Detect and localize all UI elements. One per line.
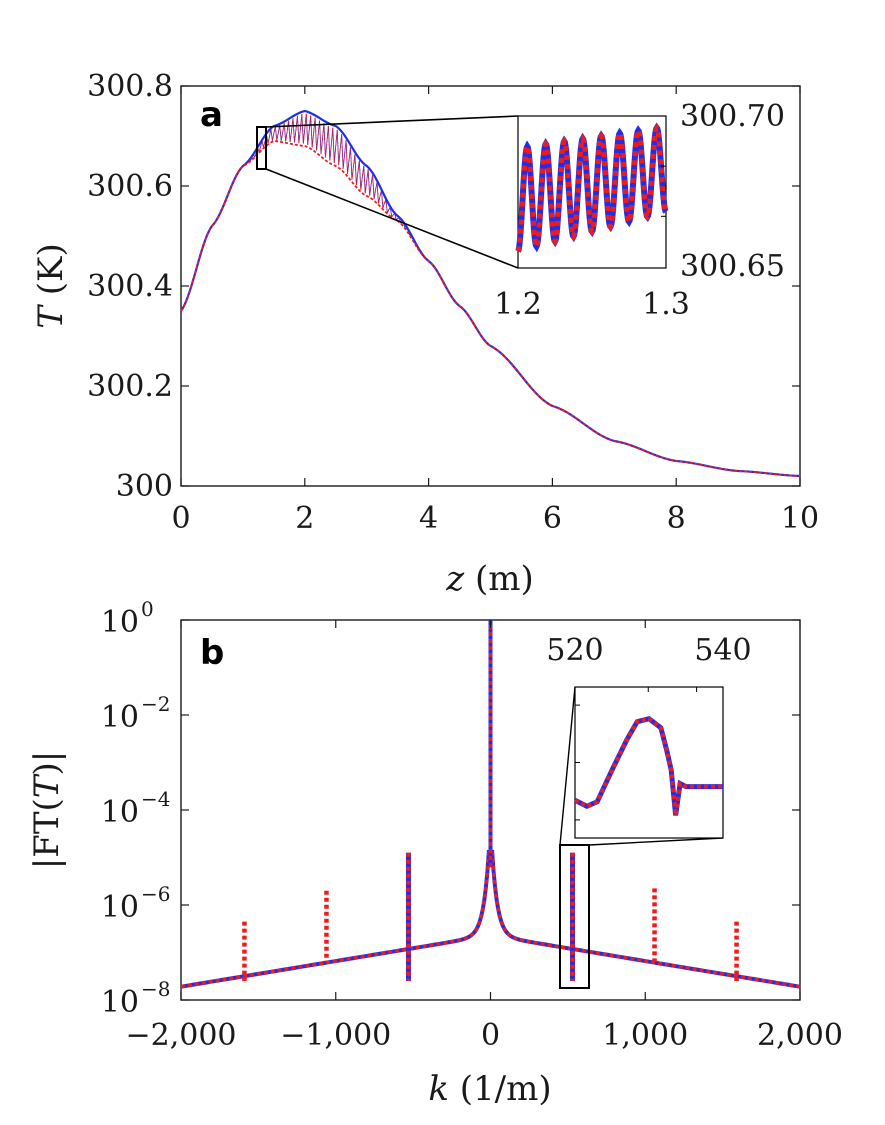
panel-a-inset-plot (515, 122, 669, 253)
panel-a-zoom-line-bottom (265, 168, 519, 269)
panel-b-xtick-label: −1,000 (280, 1018, 391, 1053)
panel-a-ytick-label: 300 (116, 469, 173, 504)
panel-b-ytick-base: 10 (101, 700, 139, 735)
panel-a-xtick-label: 8 (667, 501, 686, 536)
panel-b-ylabel-var: T (27, 773, 67, 798)
panel-b-ytick-exp: −8 (141, 977, 170, 1001)
panel-b-ylabel: |FT(T)| (27, 751, 67, 869)
panel-a-ytick-label: 300.2 (87, 369, 173, 404)
panel-b-spectrum-blue (180, 849, 801, 989)
panel-a-xtick-label: 4 (419, 501, 438, 536)
panel-b-letter: b (200, 633, 224, 673)
panel-a-inset-red (515, 123, 668, 253)
panel-b-xlabel-unit: (1/m) (449, 1069, 552, 1109)
panel-b-inset: 520 540 (546, 633, 752, 839)
panel-a-inset-xtick-right: 1.3 (642, 287, 690, 322)
panel-a-ticks: 0 2 4 6 8 10 300 300.2 300.4 300.6 300.8 (87, 69, 819, 536)
panel-b-zoom-line-bottom (588, 837, 724, 846)
panel-a-zoom-box (256, 126, 267, 170)
panel-a-zoom-line-top (265, 115, 519, 128)
panel-b-xtick-label: 1,000 (602, 1018, 688, 1053)
panel-b-inset-frame (574, 686, 724, 839)
panel-a-inset-ytick-top: 300.70 (680, 99, 785, 134)
panel-b-ytick-exp: 0 (141, 597, 154, 621)
panel-a-xtick-label: 10 (781, 501, 819, 536)
panel-b-ytick-base: 10 (101, 890, 139, 925)
panel-b-zoom-line-top (559, 686, 576, 846)
panel-a-inset-xtick-left: 1.2 (494, 287, 542, 322)
panel-b-inset-red (574, 716, 723, 816)
panel-a: 0 2 4 6 8 10 300 300.2 300.4 300.6 300.8 a z (m) T… (31, 69, 819, 599)
panel-b-plot-area (180, 620, 801, 989)
panel-a-ytick-label: 300.6 (87, 169, 173, 204)
panel-a-ytick-label: 300.4 (87, 269, 173, 304)
panel-b-inset-xtick-right: 540 (694, 633, 751, 668)
panel-a-inset-ytick-bottom: 300.65 (680, 249, 785, 284)
panel-a-band-blue (180, 113, 801, 477)
panel-b-ytick-exp: −2 (141, 692, 170, 716)
panel-b-spectrum-red (180, 849, 801, 989)
panel-a-ylabel-var: T (31, 304, 71, 329)
panel-a-xlabel-unit: (m) (464, 559, 534, 599)
panel-a-series-blue (180, 109, 801, 478)
panel-b-ytick-exp: −4 (141, 787, 170, 811)
panel-a-xlabel: z (m) (445, 559, 534, 599)
panel-a-plot-area (180, 109, 801, 478)
panel-b-ytick-base: 10 (101, 985, 139, 1020)
panel-a-inset: 300.70 300.65 1.2 1.3 (494, 99, 785, 322)
panel-b-ytick-exp: −6 (141, 882, 170, 906)
panel-a-xlabel-var: z (445, 559, 465, 599)
panel-b-inset-xtick-left: 520 (546, 633, 603, 668)
panel-b-ytick-base: 10 (101, 795, 139, 830)
panel-b-xlabel-var: k (428, 1069, 449, 1109)
panel-b-ylabel-head: |FT( (27, 798, 67, 869)
panel-a-frame (180, 85, 801, 487)
panel-b-xtick-label: 2,000 (757, 1018, 843, 1053)
panel-a-xtick-label: 2 (295, 501, 314, 536)
panel-b-xtick-label: 0 (481, 1018, 500, 1053)
panel-a-series-red (180, 140, 801, 477)
panel-a-xtick-label: 0 (171, 501, 190, 536)
panel-b-xtick-label: −2,000 (125, 1018, 236, 1053)
panel-a-band-red (180, 113, 801, 477)
panel-b-ylabel-tail: )| (27, 751, 67, 776)
panel-a-ylabel-unit: (K) (31, 243, 71, 306)
panel-a-ylabel: T (K) (31, 243, 71, 328)
panel-b-ytick-base: 10 (101, 605, 139, 640)
panel-b-xlabel: k (1/m) (428, 1069, 551, 1109)
panel-a-xtick-label: 6 (543, 501, 562, 536)
panel-b-zoom-box (559, 844, 590, 989)
panel-a-ytick-label: 300.8 (87, 69, 173, 104)
panel-a-letter: a (200, 95, 223, 135)
panel-b-inset-plot (573, 687, 723, 821)
